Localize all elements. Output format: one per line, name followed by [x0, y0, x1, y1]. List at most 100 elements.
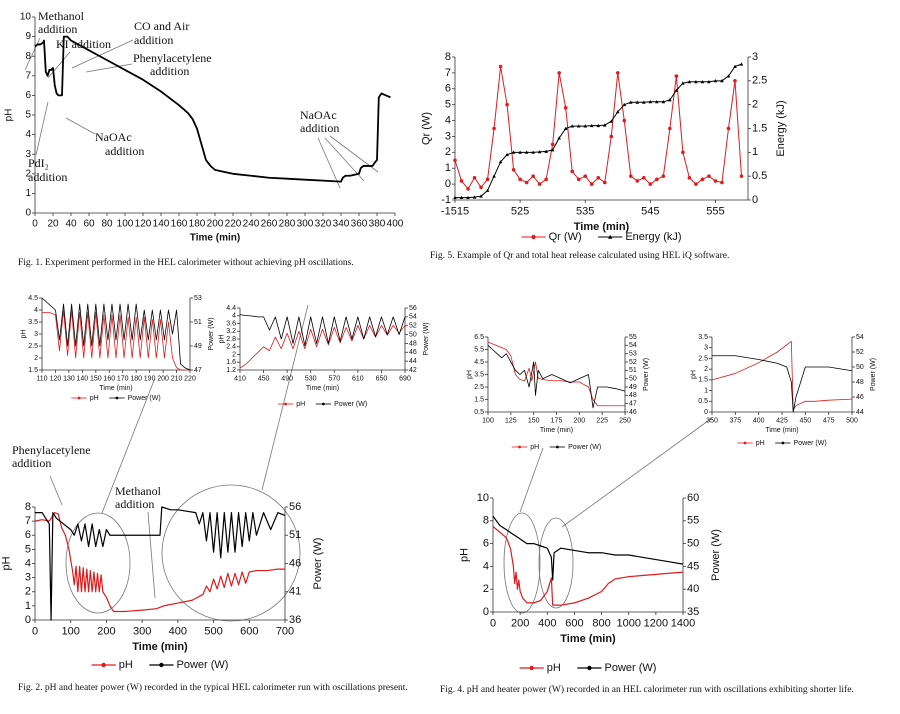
series-line [41, 297, 191, 371]
x-tick-label: 600 [565, 618, 583, 630]
marker [622, 102, 627, 107]
x-tick-label: 700 [276, 626, 294, 638]
marker [511, 168, 516, 172]
marker [635, 100, 640, 104]
y-tick-label: 4 [445, 114, 451, 126]
x-tick-label: 320 [315, 219, 332, 230]
marker [681, 81, 685, 85]
marker [674, 88, 679, 92]
marker [555, 445, 559, 449]
x-tick-label: 1200 [644, 618, 668, 630]
marker [720, 180, 724, 185]
chart: 110 120 130 140 150 160 170 180 190 200 210 220 1.5 2… [21, 295, 215, 402]
marker [284, 402, 287, 406]
marker [602, 123, 607, 127]
y2-tick-label: 51 [629, 367, 637, 374]
y2-tick-label: 2 [752, 99, 758, 111]
marker [537, 150, 542, 154]
y-tick-label: 5 [25, 543, 31, 555]
y2-tick-label: 49 [194, 343, 202, 350]
series-line [34, 35, 391, 183]
x-tick-label: 525 [511, 206, 529, 218]
marker [596, 123, 601, 128]
x-tick-label: 340 [333, 219, 350, 230]
y-tick-label: 3 [445, 130, 451, 142]
marker [674, 74, 679, 78]
marker [781, 441, 785, 445]
y2-tick-label: 46 [856, 394, 864, 401]
y-tick-label: 2 [483, 583, 489, 595]
x-tick-label: 1000 [616, 618, 640, 630]
marker [321, 402, 325, 406]
x-tick-label: 60 [83, 219, 95, 230]
marker [524, 180, 529, 185]
y-tick-label: 10 [477, 492, 489, 504]
y2-tick-label: 50 [687, 538, 699, 550]
x-tick-label: 140 [153, 219, 170, 230]
x-tick-label: 200 [511, 618, 529, 630]
legend-label: Energy (kJ) [625, 231, 681, 243]
y2-tick-label: 54 [409, 314, 417, 321]
marker [557, 136, 561, 140]
y2-tick-label: 41 [289, 586, 301, 598]
marker [459, 179, 464, 183]
marker [550, 148, 555, 152]
highlight-circle [65, 512, 131, 614]
x-tick-label: 800 [592, 618, 610, 630]
x-tick-label: 260 [261, 219, 278, 230]
y2-tick-label: 50 [629, 376, 637, 383]
y-tick-label: 3.2 [226, 328, 236, 335]
y-axis-label: pH [0, 556, 12, 570]
x-tick-label: 690 [399, 375, 411, 382]
x-tick-label: 410 [234, 375, 246, 382]
marker [505, 152, 509, 157]
x-axis-label: Time (min) [190, 233, 240, 244]
y-tick-label: 2 [25, 168, 31, 179]
y2-tick-label: 1.5 [752, 122, 767, 134]
x-tick-label: 0 [490, 618, 496, 630]
y-tick-label: 4.5 [28, 295, 38, 302]
x-tick-label: 450 [799, 417, 811, 424]
highlight-circle [538, 517, 574, 609]
x-tick-label: 400 [169, 626, 187, 638]
x-tick-label: 150 [90, 375, 102, 382]
x-tick-label: 555 [706, 206, 724, 218]
y-tick-label: 1.5 [474, 396, 484, 403]
chart: 410 450 490 530 570 610 650 6901.21.622.42.83.2… [219, 305, 430, 408]
x-tick-label: 20 [47, 219, 59, 230]
marker [642, 100, 646, 104]
y-tick-label: 8 [25, 51, 31, 62]
y-tick-label: 6 [25, 90, 31, 101]
y2-tick-label: 45 [687, 560, 699, 572]
marker [642, 175, 646, 180]
y2-tick-label: 53 [629, 351, 637, 358]
annotation: addition [134, 33, 173, 47]
marker [687, 175, 692, 180]
marker [576, 177, 581, 182]
annotation: KI addition [56, 37, 111, 51]
x-tick-label: 120 [50, 375, 62, 382]
y-tick-label: 4.5 [474, 359, 484, 366]
marker [694, 79, 698, 84]
y-tick-label: 6 [483, 538, 489, 550]
y-tick-label: 2 [25, 586, 31, 598]
x-axis-label: Time (min) [574, 221, 630, 233]
arrow [261, 304, 309, 491]
x-tick-label: 210 [171, 375, 183, 382]
x-tick-label: 380 [369, 219, 386, 230]
marker [529, 665, 534, 671]
marker [485, 188, 490, 192]
y-tick-label: 0.5 [474, 409, 484, 416]
marker [453, 158, 457, 163]
y-tick-label: 4 [25, 129, 31, 140]
y2-tick-label: 52 [409, 323, 417, 330]
marker [537, 182, 542, 186]
marker [485, 177, 490, 182]
annotation: Phenylacetylene [133, 51, 212, 65]
x-axis-label: Time (min) [132, 641, 188, 653]
y-tick-label: 7 [445, 67, 451, 79]
marker [635, 179, 640, 183]
y2-tick-label: 55 [687, 515, 699, 527]
legend-label: Power (W) [605, 662, 657, 674]
x-tick-label: 200 [157, 375, 169, 382]
